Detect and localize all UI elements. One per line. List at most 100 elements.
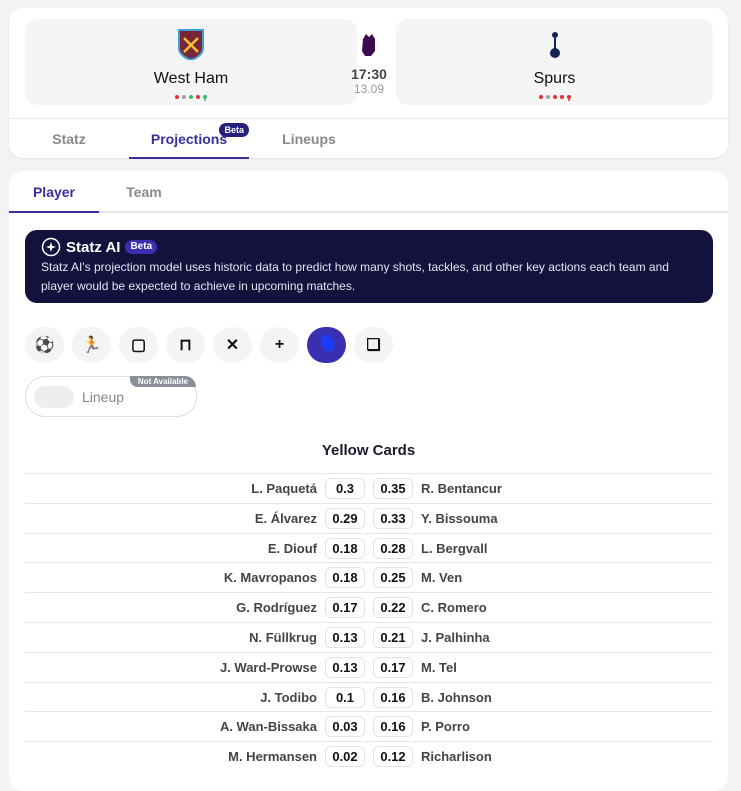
tab-statz[interactable]: Statz [29, 119, 109, 159]
tab-label: Projections [150, 131, 228, 147]
tackle-button[interactable]: 🏃 [72, 327, 111, 363]
away-player-value: 0.25 [373, 567, 413, 589]
home-player-name[interactable]: J. Ward-Prowse [219, 659, 317, 675]
beta-badge: Beta [219, 123, 249, 137]
home-player-value: 0.1 [325, 686, 365, 708]
away-player-value: 0.12 [373, 746, 413, 768]
statz-ai-banner: Statz AI Beta Statz AI's projection model… [25, 230, 713, 303]
home-player-name[interactable]: L. Paquetá [251, 481, 317, 496]
sub-tabs: Player Team [9, 171, 728, 213]
away-player-name[interactable]: M. Tel [421, 659, 457, 675]
home-player-name[interactable]: E. Diouf [267, 540, 317, 556]
banner-description: Statz AI's projection model uses histori… [41, 260, 669, 293]
home-player-name[interactable]: A. Wan-Bissaka [219, 719, 317, 735]
football-icon: ⚽ [34, 337, 55, 354]
table-row: A. Wan-Bissaka 0.03 0.16 P. Porro [25, 711, 713, 741]
home-form [25, 95, 357, 99]
table-row: J. Ward-Prowse 0.13 0.17 M. Tel [25, 651, 713, 682]
away-player-name[interactable]: Y. Bissouma [421, 510, 498, 526]
table-row: L. Paquetá 0.3 0.35 R. Bentancur [25, 473, 713, 503]
stat-category-selector: ⚽ 🏃 ▢ ⊓ ✕ + ❏ [25, 327, 393, 363]
foul-won-icon: + [274, 336, 285, 353]
goalkeeper-button[interactable]: ⊓ [166, 327, 205, 363]
away-player-value: 0.21 [373, 626, 413, 648]
banner-title: Statz AI [66, 238, 121, 256]
lineup-toggle[interactable]: Lineup Not Available [25, 376, 197, 417]
form-dot [182, 95, 186, 99]
home-team-name: West Ham [153, 70, 229, 87]
table-row: G. Rodríguez 0.17 0.22 C. Romero [25, 592, 713, 622]
form-dot [559, 95, 564, 99]
projection-table: L. Paquetá 0.3 0.35 R. Bentancur E. Álvarez 0… [25, 473, 713, 771]
toggle-label: Lineup [82, 389, 125, 405]
home-player-value: 0.17 [325, 597, 365, 619]
form-dot [196, 95, 200, 99]
table-row: E. Álvarez 0.29 0.33 Y. Bissouma [25, 502, 713, 533]
away-player-value: 0.35 [373, 478, 413, 499]
form-dot [175, 95, 179, 99]
yellow-cards-icon [320, 334, 334, 357]
away-player-name[interactable]: C. Romero [421, 600, 487, 616]
west-ham-crest-icon [25, 27, 357, 61]
away-player-value: 0.22 [373, 597, 413, 619]
table-title: Yellow Cards [321, 442, 416, 459]
table-row: E. Diouf 0.18 0.28 L. Bergvall [25, 532, 713, 563]
away-player-name[interactable]: M. Ven [421, 570, 463, 586]
home-player-name[interactable]: M. Hermansen [228, 749, 317, 765]
tab-label: Statz [52, 131, 86, 147]
home-player-value: 0.29 [325, 507, 365, 529]
kickoff-time: 17:30 [351, 66, 387, 82]
away-player-name[interactable]: Richarlison [421, 749, 492, 765]
goal-button[interactable]: ▢ [119, 327, 158, 363]
tab-lineups[interactable]: Lineups [269, 119, 349, 159]
spurs-crest-icon [396, 27, 713, 61]
table-row: M. Hermansen 0.02 0.12 Richarlison [25, 741, 713, 771]
away-team-card[interactable]: Spurs [396, 19, 713, 105]
home-player-name[interactable]: K. Mavropanos [223, 570, 317, 586]
football-button[interactable]: ⚽ [25, 327, 64, 363]
tab-team[interactable]: Team [126, 184, 162, 200]
form-dot [189, 95, 193, 99]
goalkeeper-icon: ⊓ [179, 337, 192, 354]
not-available-badge: Not Available [129, 376, 196, 387]
cards-icon: ❏ [366, 337, 381, 354]
away-player-name[interactable]: J. Palhinha [421, 629, 490, 645]
form-dot [538, 95, 543, 99]
home-player-value: 0.03 [325, 716, 365, 738]
form-dot [545, 95, 550, 99]
home-player-name[interactable]: N. Füllkrug [249, 629, 317, 645]
yellow-cards-button[interactable] [307, 327, 346, 363]
foul-committed-icon: ✕ [225, 337, 240, 354]
cards-button[interactable]: ❏ [354, 327, 393, 363]
home-player-value: 0.13 [325, 626, 365, 648]
tab-projections[interactable]: Projections Beta [129, 119, 249, 159]
home-player-value: 0.3 [325, 478, 365, 499]
away-player-name[interactable]: R. Bentancur [421, 481, 502, 496]
tab-label: Lineups [282, 131, 336, 147]
home-player-value: 0.18 [325, 567, 365, 589]
match-date: 13.09 [353, 82, 385, 96]
home-player-value: 0.13 [325, 656, 365, 678]
home-player-name[interactable]: J. Todibo [260, 689, 317, 705]
table-row: K. Mavropanos 0.18 0.25 M. Ven [25, 562, 713, 592]
tackle-icon: 🏃 [81, 337, 102, 354]
away-player-name[interactable]: L. Bergvall [421, 540, 488, 556]
foul-won-button[interactable]: + [260, 327, 299, 363]
away-player-value: 0.17 [373, 656, 413, 678]
away-player-name[interactable]: P. Porro [421, 719, 470, 735]
foul-committed-button[interactable]: ✕ [213, 327, 252, 363]
home-player-name[interactable]: E. Álvarez [254, 510, 317, 526]
home-player-value: 0.02 [325, 746, 365, 768]
tab-player[interactable]: Player [9, 171, 99, 213]
home-team-card[interactable]: West Ham [25, 19, 357, 105]
table-row: J. Todibo 0.1 0.16 B. Johnson [25, 681, 713, 712]
away-player-name[interactable]: B. Johnson [421, 689, 492, 705]
away-form [396, 95, 713, 99]
form-dot [552, 95, 557, 99]
home-player-value: 0.18 [325, 537, 365, 559]
away-player-value: 0.16 [373, 686, 413, 708]
away-team-name: Spurs [533, 70, 576, 87]
projections-card: Player Team Statz AI Beta Statz AI's proj… [9, 171, 728, 791]
toggle-switch[interactable] [34, 386, 74, 408]
home-player-name[interactable]: G. Rodríguez [236, 600, 317, 616]
